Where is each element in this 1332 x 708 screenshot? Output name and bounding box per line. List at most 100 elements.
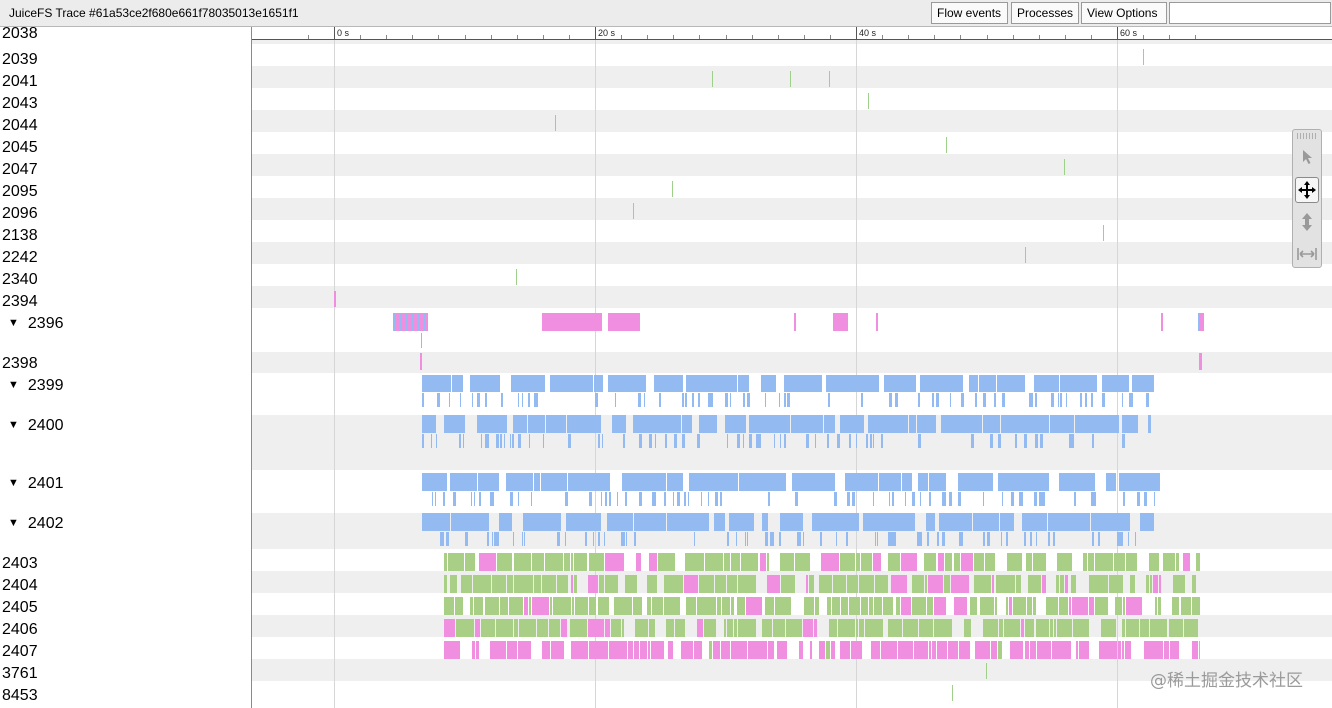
trace-slice[interactable] [1122,415,1138,433]
trace-slice[interactable] [781,575,795,593]
trace-slice[interactable] [572,597,574,615]
trace-slice[interactable] [762,619,772,637]
trace-slice[interactable] [715,575,726,593]
trace-slice[interactable] [809,575,814,593]
trace-slice[interactable] [971,434,974,448]
trace-slice[interactable] [1059,597,1068,615]
trace-slice[interactable] [1009,597,1012,615]
trace-slice[interactable] [550,375,593,392]
trace-slice[interactable] [851,641,862,659]
trace-slice[interactable] [609,492,611,506]
trace-slice[interactable] [421,333,422,348]
trace-slice[interactable] [453,492,456,506]
trace-slice[interactable] [927,532,928,546]
trace-slice[interactable] [664,597,680,615]
trace-slice[interactable] [1098,532,1100,546]
trace-slice[interactable] [1004,619,1020,637]
trace-slice[interactable] [1083,553,1087,571]
trace-slice[interactable] [948,641,958,659]
trace-slice[interactable] [925,575,927,593]
track-label[interactable]: 2403 [2,555,38,573]
trace-slice[interactable] [609,641,627,659]
trace-slice[interactable] [436,434,437,448]
trace-slice[interactable] [659,393,661,407]
trace-slice[interactable] [701,492,702,506]
trace-slice[interactable] [411,313,413,331]
trace-slice[interactable] [1030,532,1032,546]
trace-slice[interactable] [861,597,868,615]
trace-slice[interactable] [1101,619,1116,637]
trace-slice[interactable] [1069,434,1071,448]
trace-slice[interactable] [639,434,642,448]
trace-slice[interactable] [605,492,607,506]
trace-slice[interactable] [970,597,977,615]
trace-slice[interactable] [1048,532,1050,546]
trace-slice[interactable] [731,641,747,659]
trace-slice[interactable] [1035,434,1038,448]
trace-slice[interactable] [1192,641,1198,659]
trace-slice[interactable] [1036,619,1049,637]
trace-slice[interactable] [497,553,512,571]
trace-slice[interactable] [1118,641,1121,659]
trace-slice[interactable] [944,575,950,593]
trace-slice[interactable] [694,532,695,546]
trace-slice[interactable] [664,492,666,506]
trace-slice[interactable] [762,513,768,531]
trace-slice[interactable] [1122,641,1124,659]
trace-slice[interactable] [422,415,436,433]
trace-slice[interactable] [958,492,961,506]
trace-slice[interactable] [1042,575,1046,593]
trace-slice[interactable] [1060,393,1062,407]
trace-slice[interactable] [939,513,972,531]
trace-slice[interactable] [928,575,943,593]
trace-slice[interactable] [604,532,605,546]
track-label[interactable]: 2398 [2,355,38,373]
trace-slice[interactable] [1135,532,1136,546]
trace-slice[interactable] [905,492,906,506]
trace-slice[interactable] [879,473,901,491]
trace-slice[interactable] [803,532,804,546]
trace-slice[interactable] [1106,473,1116,491]
trace-slice[interactable] [490,492,492,506]
trace-slice[interactable] [1172,597,1179,615]
trace-slice[interactable] [890,393,892,407]
trace-slice[interactable] [470,597,473,615]
trace-slice[interactable] [815,434,816,448]
trace-slice[interactable] [448,553,464,571]
track-label[interactable]: 2047 [2,161,38,179]
trace-slice[interactable] [658,553,675,571]
trace-slice[interactable] [566,513,601,531]
trace-slice[interactable] [760,553,766,571]
trace-slice[interactable] [683,393,684,407]
trace-slice[interactable] [861,553,872,571]
trace-slice[interactable] [649,553,657,571]
trace-slice[interactable] [636,553,641,571]
trace-slice[interactable] [1196,553,1200,571]
trace-slice[interactable] [797,532,800,546]
trace-slice[interactable] [699,575,714,593]
trace-slice[interactable] [865,619,883,637]
trace-slice[interactable] [934,619,952,637]
trace-slice[interactable] [1058,393,1059,407]
trace-slice[interactable] [1091,513,1130,531]
trace-slice[interactable] [501,393,503,407]
trace-slice[interactable] [1066,393,1067,407]
trace-slice[interactable] [452,375,463,392]
trace-slice[interactable] [875,532,876,546]
trace-slice[interactable] [512,434,514,448]
trace-slice[interactable] [1029,393,1031,407]
trace-slice[interactable] [1114,553,1125,571]
trace-slice[interactable] [1054,619,1056,637]
trace-slice[interactable] [625,492,627,506]
trace-slice[interactable] [1039,492,1042,506]
trace-slice[interactable] [998,434,1001,448]
trace-slice[interactable] [767,553,769,571]
trace-slice[interactable] [724,619,726,637]
trace-slice[interactable] [1053,532,1055,546]
trace-slice[interactable] [531,492,532,506]
trace-slice[interactable] [689,473,738,491]
trace-slice[interactable] [625,575,637,593]
trace-slice[interactable] [996,575,1015,593]
trace-slice[interactable] [479,492,481,506]
trace-slice[interactable] [677,492,680,506]
